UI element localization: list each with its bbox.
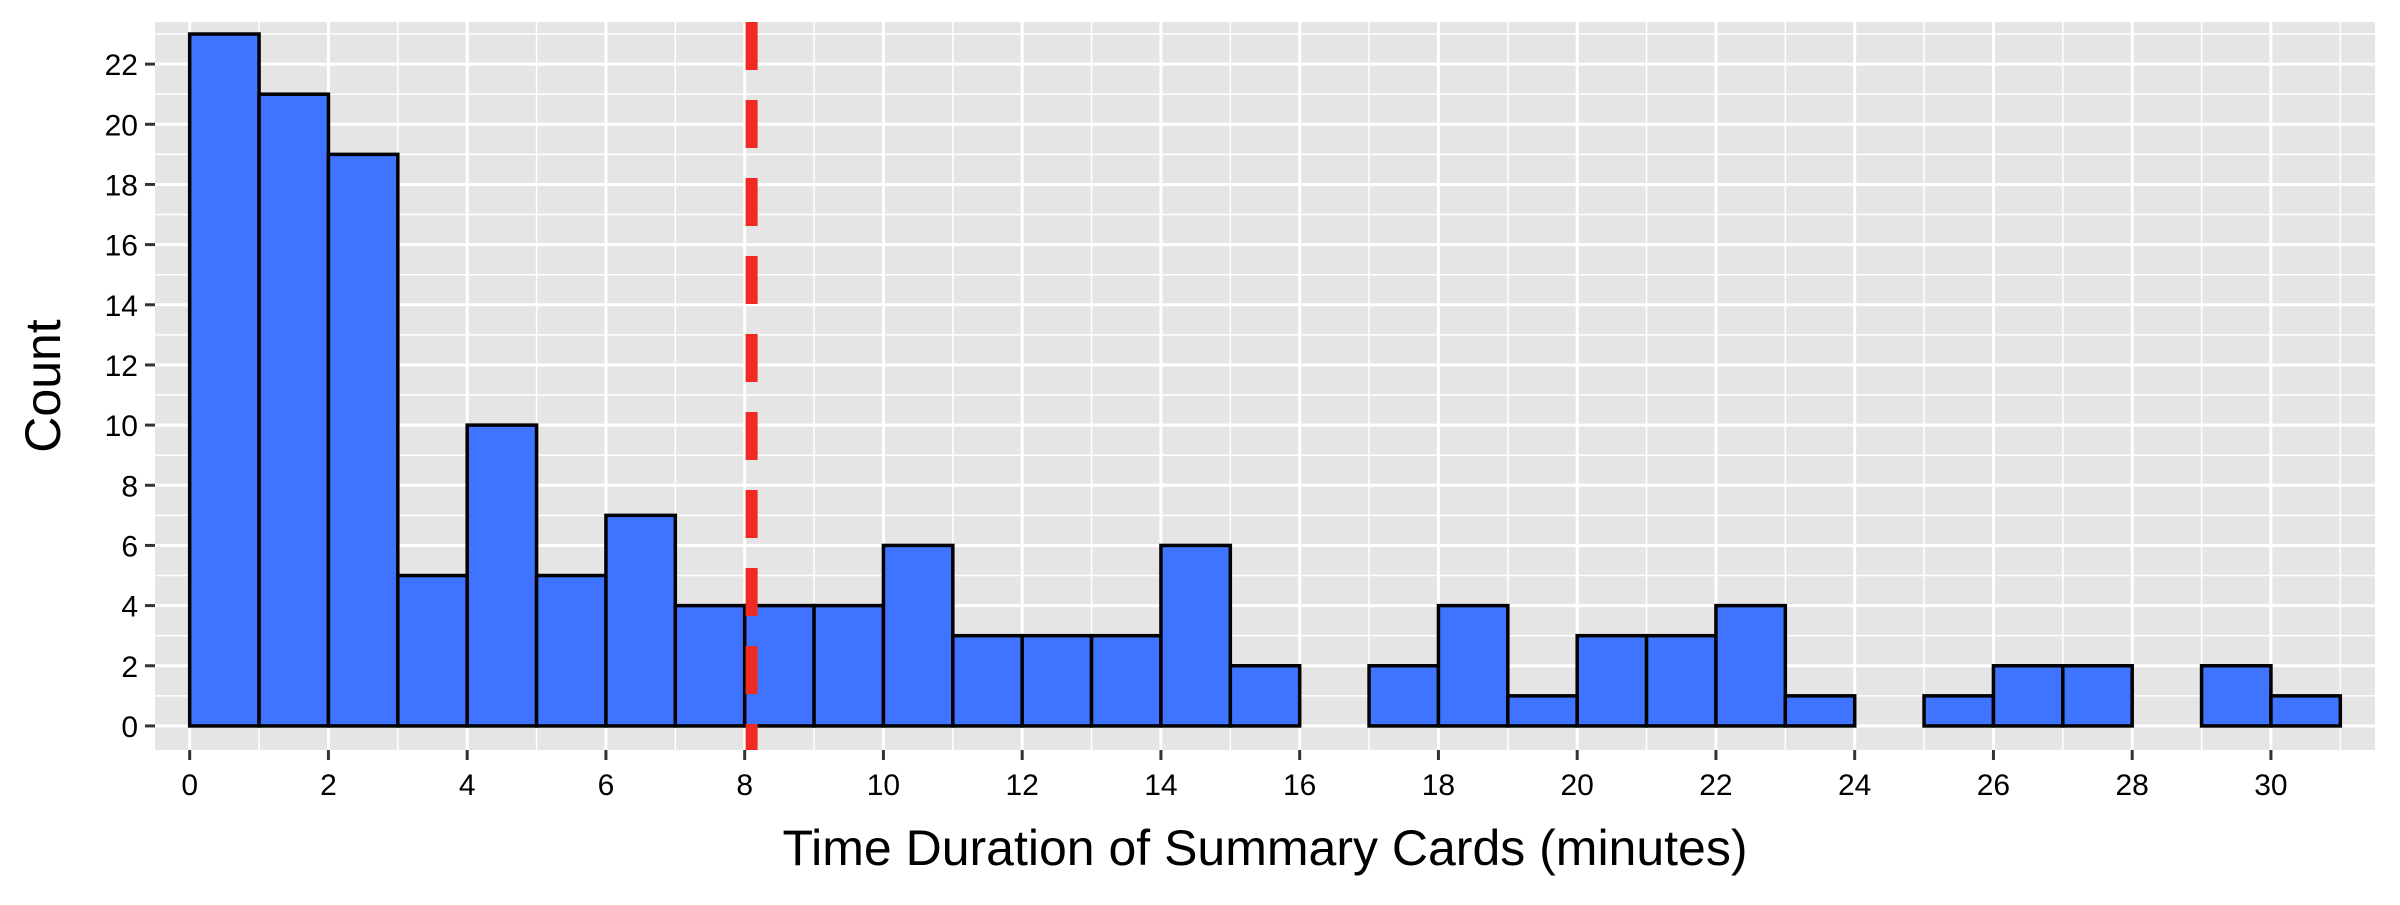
y-tick-label: 22 <box>105 49 138 82</box>
x-tick-label: 2 <box>320 769 337 802</box>
x-tick-label: 26 <box>1977 769 2010 802</box>
y-axis: 0 2 4 6 8 10 12 14 16 18 20 22 <box>105 49 155 744</box>
y-tick-label: 4 <box>121 591 138 624</box>
histogram-bar <box>2061 664 2134 728</box>
x-tick-label: 4 <box>459 769 476 802</box>
histogram-bar <box>1159 543 1233 728</box>
y-tick-label: 20 <box>105 109 138 142</box>
histogram-bar <box>396 573 469 728</box>
histogram-bar <box>673 603 747 728</box>
y-tick-label: 14 <box>105 290 138 323</box>
y-tick-label: 12 <box>105 350 138 383</box>
x-tick-label: 22 <box>1699 769 1732 802</box>
x-tick-label: 28 <box>2116 769 2149 802</box>
histogram-bar <box>1575 633 1649 728</box>
histogram-bar <box>1228 664 1302 728</box>
histogram-bar <box>257 92 331 728</box>
histogram-bar <box>881 543 955 728</box>
histogram-bar <box>1991 664 2065 728</box>
histogram-bar <box>534 573 608 728</box>
histogram-bar <box>1783 694 1857 728</box>
x-tick-label: 16 <box>1283 769 1316 802</box>
x-axis: 0 2 4 6 8 10 12 14 16 18 20 22 24 26 28 30 <box>181 750 2288 802</box>
x-axis-title: Time Duration of Summary Cards (minutes) <box>782 820 1747 876</box>
histogram-bars <box>187 32 2343 728</box>
x-tick-label: 6 <box>598 769 615 802</box>
histogram-bar <box>465 423 539 728</box>
histogram-bar <box>812 603 886 728</box>
x-tick-label: 20 <box>1561 769 1594 802</box>
histogram-bar <box>1367 664 1441 728</box>
histogram-bar <box>1506 694 1579 728</box>
histogram-bar <box>1714 603 1788 728</box>
histogram-bar <box>326 152 400 728</box>
y-tick-label: 18 <box>105 169 138 202</box>
x-tick-label: 30 <box>2254 769 2287 802</box>
histogram-bar <box>1020 633 1094 728</box>
histogram-bar <box>951 633 1024 728</box>
x-tick-label: 10 <box>867 769 900 802</box>
y-tick-label: 2 <box>121 651 138 684</box>
histogram-bar <box>604 513 678 728</box>
x-tick-label: 24 <box>1838 769 1871 802</box>
x-tick-label: 14 <box>1144 769 1177 802</box>
y-axis-title: Count <box>15 319 71 453</box>
histogram-bar <box>187 32 261 728</box>
x-tick-label: 0 <box>181 769 198 802</box>
y-tick-label: 8 <box>121 470 138 503</box>
x-tick-label: 8 <box>736 769 753 802</box>
histogram-bar <box>2199 664 2273 728</box>
y-tick-label: 10 <box>105 410 138 443</box>
x-tick-label: 18 <box>1422 769 1455 802</box>
histogram-bar <box>1436 603 1510 728</box>
y-tick-label: 16 <box>105 230 138 263</box>
y-tick-label: 6 <box>121 530 138 563</box>
x-tick-label: 12 <box>1006 769 1039 802</box>
y-tick-label: 0 <box>121 711 138 744</box>
histogram-bar <box>1089 633 1163 728</box>
histogram-bar <box>1922 694 1996 728</box>
histogram-bar <box>2269 694 2343 728</box>
histogram-bar <box>1644 633 1718 728</box>
